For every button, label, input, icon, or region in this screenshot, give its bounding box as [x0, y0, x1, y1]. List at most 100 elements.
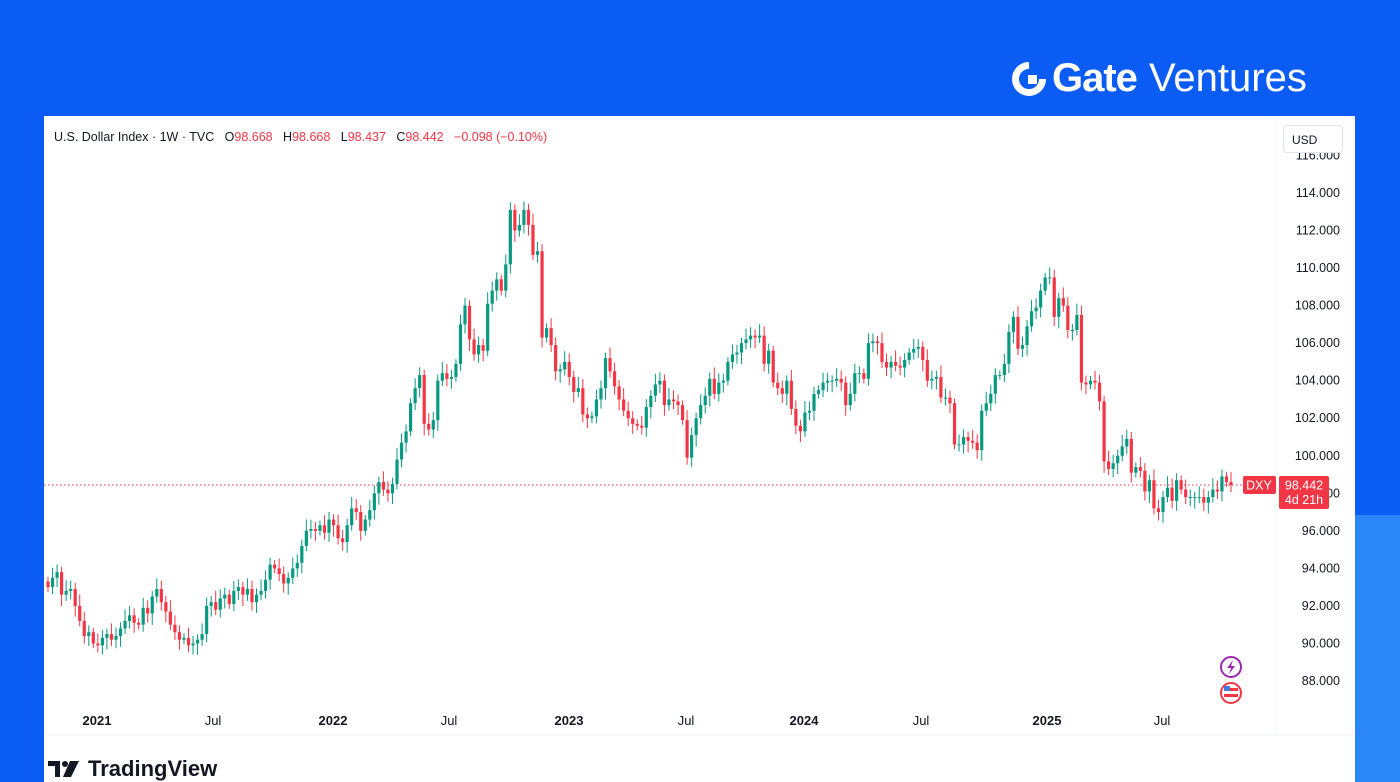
candle [753, 329, 757, 349]
candle [1175, 473, 1179, 511]
candle-body [227, 594, 231, 605]
candle-body [1202, 497, 1206, 503]
candle-body [898, 365, 902, 368]
candle-body [862, 373, 866, 379]
candle-body [653, 384, 657, 396]
candle-body [87, 632, 91, 636]
time-tick-label: Jul [441, 713, 458, 728]
candle [572, 370, 576, 403]
candle-body [699, 405, 703, 419]
symbol-legend: U.S. Dollar Index · 1W · TVC O98.668 H98… [54, 130, 547, 144]
candle-body [313, 528, 318, 531]
candle [612, 362, 617, 395]
candle [277, 558, 281, 581]
candle-body [150, 596, 154, 614]
candle [273, 559, 277, 574]
candle [1202, 488, 1206, 512]
candle-body [73, 589, 77, 606]
candle [526, 203, 531, 236]
candle-body [712, 378, 716, 394]
candle-body [844, 382, 848, 406]
candle [567, 353, 571, 386]
candle [46, 576, 50, 592]
candle [1184, 479, 1188, 505]
candle [1129, 431, 1133, 483]
lightning-event-icon[interactable] [1220, 656, 1242, 678]
candle [232, 580, 236, 612]
candle-body [395, 459, 399, 484]
candle-body [390, 483, 395, 494]
candle [1039, 283, 1043, 318]
candle [173, 615, 177, 640]
candle [418, 367, 422, 398]
candle [544, 323, 549, 343]
candle-body [173, 624, 177, 633]
candle-body [490, 290, 494, 304]
candle-body [821, 382, 825, 391]
time-tick-label: 2024 [790, 713, 820, 728]
candle-body [939, 376, 943, 398]
candle [798, 419, 803, 443]
candle [839, 370, 843, 392]
price-tick-label: 100.000 [1295, 449, 1340, 463]
candle-body [472, 339, 476, 355]
candle-body [250, 589, 254, 603]
candle-body [916, 346, 920, 349]
candle-body [295, 562, 299, 569]
low-label: L [340, 130, 348, 144]
candle-body [961, 437, 966, 445]
candle [644, 399, 648, 437]
candle [1048, 267, 1052, 285]
candle-body [191, 643, 195, 646]
candle-body [1161, 497, 1165, 513]
candle [123, 609, 127, 634]
candle-body [105, 634, 109, 638]
candle-body [218, 598, 222, 610]
candle [504, 254, 508, 298]
candle [726, 357, 730, 386]
candle-body [631, 418, 635, 424]
candle-body [386, 489, 390, 494]
candle-body [871, 341, 875, 344]
candle-body [363, 519, 367, 531]
candle [1215, 480, 1220, 500]
candle [114, 627, 118, 649]
candle-body [123, 620, 127, 629]
currency-button[interactable]: USD [1283, 125, 1343, 153]
candle [517, 214, 521, 237]
candle-body [195, 639, 200, 644]
candle-body [504, 264, 508, 291]
candle [96, 633, 100, 653]
candle [177, 625, 182, 650]
candle-body [50, 577, 55, 588]
candlestick-chart[interactable]: 116.000114.000112.000110.000108.000106.0… [44, 116, 1355, 782]
candle [712, 367, 716, 400]
candle [794, 400, 798, 435]
candle-body [1088, 380, 1093, 385]
candle [1170, 478, 1174, 509]
candle-body [767, 350, 771, 364]
candle-body [889, 361, 893, 368]
candle [313, 522, 318, 541]
candle-body [708, 378, 712, 396]
candle-body [186, 637, 191, 646]
candle [168, 600, 172, 631]
candle [295, 554, 299, 577]
price-tick-label: 108.000 [1295, 299, 1340, 313]
candle-body [1120, 446, 1124, 456]
time-tick-label: Jul [678, 713, 695, 728]
candle [214, 590, 218, 616]
candle-body [680, 405, 685, 421]
price-tick-label: 88.000 [1302, 674, 1340, 688]
candle [826, 373, 830, 392]
us-flag-event-icon[interactable] [1220, 682, 1242, 704]
symbol-tag: DXY [1246, 479, 1272, 493]
candle [771, 345, 775, 388]
candle-body [758, 335, 762, 338]
candle [1138, 457, 1142, 478]
candle-body [748, 335, 753, 340]
candle-body [984, 403, 988, 411]
candle [354, 499, 358, 520]
candle [943, 388, 948, 406]
candle-body [807, 410, 812, 413]
